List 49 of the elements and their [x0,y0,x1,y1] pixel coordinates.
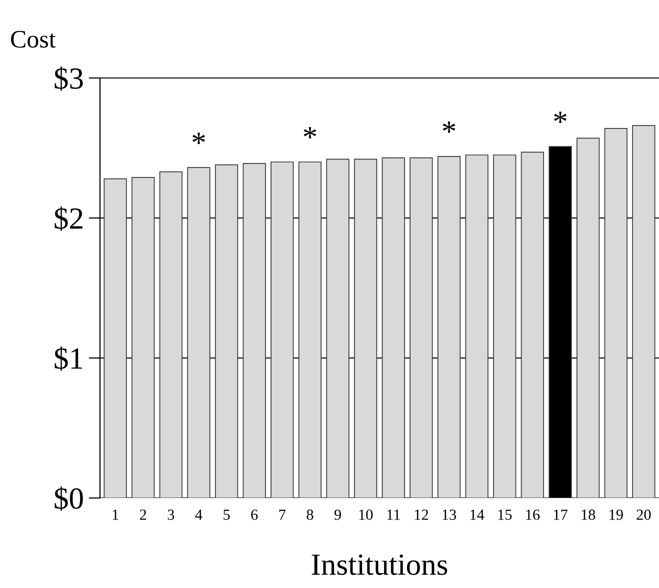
x-tick-label: 9 [334,510,341,520]
x-tick-label: 6 [251,510,258,520]
x-tick-label: 7 [279,510,286,520]
x-tick-label: 17 [554,510,568,520]
bar [132,176,155,498]
bar [632,125,656,498]
annotation: * [442,122,456,133]
bar [298,162,322,498]
x-tick-label: 14 [470,510,484,520]
x-tick-label: 12 [414,510,428,520]
bar [159,171,182,498]
x-tick-label: 5 [224,510,230,520]
bar [520,152,544,498]
y-tick-label: $3 [54,66,83,91]
y-tick-label: $2 [54,206,82,231]
annotation: * [304,127,316,138]
bar [382,157,405,498]
bar [104,178,127,498]
y-tick-label: $0 [54,486,83,511]
x-tick-label: 20 [636,510,651,520]
y-tick-label: $1 [54,346,82,371]
x-tick-label: 19 [610,510,623,520]
bar [604,128,628,498]
bar [270,162,294,498]
x-tick-label: 18 [582,510,596,520]
y-axis-title: Cost [11,30,56,48]
x-tick-label: 16 [526,510,540,520]
x-tick-label: 13 [442,510,456,520]
bar [326,158,350,498]
x-tick-label: 3 [168,510,174,520]
annotation: * [554,112,566,123]
x-tick-label: 10 [359,510,373,520]
x-tick-label: 8 [306,510,314,520]
bar [187,167,210,498]
bar [242,162,266,498]
x-tick-label: 11 [387,510,400,520]
x-tick-label: 1 [112,510,118,520]
bar [493,154,516,498]
bar [410,157,433,498]
bar [465,154,488,498]
annotation: * [192,132,205,144]
bar [354,158,378,498]
x-axis-title: Institutions [312,554,448,576]
bar [437,156,461,498]
x-tick-label: 15 [498,510,512,520]
bar [576,138,600,498]
bar [214,164,238,498]
x-tick-label: 2 [140,510,146,520]
x-tick-label: 4 [195,510,202,520]
